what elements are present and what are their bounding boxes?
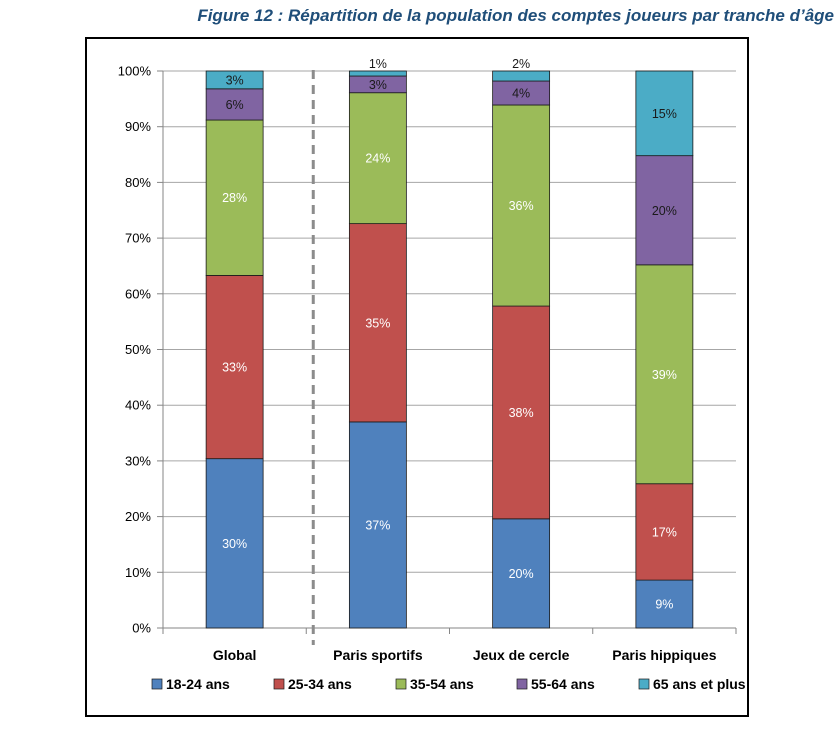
category-label: Global xyxy=(213,647,257,663)
bar-segment xyxy=(635,264,694,485)
legend-swatch xyxy=(516,678,528,690)
y-tick-label: 100% xyxy=(118,64,152,79)
y-tick-label: 50% xyxy=(125,342,151,357)
data-label: 38% xyxy=(509,406,534,420)
y-tick-label: 30% xyxy=(125,453,151,468)
bar-segment xyxy=(492,104,551,307)
data-label: 1% xyxy=(369,57,387,71)
bar-segment xyxy=(635,155,694,266)
category-label: Jeux de cercle xyxy=(473,647,570,663)
data-label: 24% xyxy=(365,152,390,166)
bar-segment xyxy=(348,92,407,225)
legend-label: 65 ans et plus xyxy=(653,676,746,692)
legend-swatch xyxy=(151,678,163,690)
y-tick-label: 40% xyxy=(125,398,151,413)
y-tick-label: 90% xyxy=(125,119,151,134)
bar-segment xyxy=(348,223,407,423)
bar-segment xyxy=(205,119,264,276)
legend-label: 35-54 ans xyxy=(410,676,474,692)
chart-frame xyxy=(85,37,749,717)
legend-swatch xyxy=(638,678,650,690)
legend-label: 25-34 ans xyxy=(288,676,352,692)
figure-title: Figure 12 : Répartition de la population… xyxy=(197,6,834,25)
data-label: 20% xyxy=(652,204,677,218)
data-label: 37% xyxy=(365,518,390,532)
data-label: 2% xyxy=(512,57,530,71)
data-label: 17% xyxy=(652,525,677,539)
bar-segment xyxy=(205,275,264,460)
data-label: 4% xyxy=(512,87,530,101)
legend-label: 55-64 ans xyxy=(531,676,595,692)
bar-segment xyxy=(635,579,694,629)
legend-swatch xyxy=(395,678,407,690)
data-label: 36% xyxy=(509,199,534,213)
bar-segment xyxy=(205,458,264,629)
bar-segment xyxy=(492,70,551,82)
bar-segment xyxy=(348,70,407,77)
data-label: 33% xyxy=(222,361,247,375)
bar-segment xyxy=(348,421,407,629)
data-label: 39% xyxy=(652,368,677,382)
legend-swatch xyxy=(273,678,285,690)
data-label: 3% xyxy=(226,73,244,87)
bar-segment xyxy=(205,88,264,121)
bar-segment xyxy=(205,70,264,90)
y-tick-label: 0% xyxy=(132,621,151,636)
bar-segment xyxy=(492,305,551,520)
data-label: 6% xyxy=(226,98,244,112)
y-tick-label: 70% xyxy=(125,231,151,246)
data-label: 15% xyxy=(652,107,677,121)
legend-label: 18-24 ans xyxy=(166,676,230,692)
category-label: Paris hippiques xyxy=(612,647,716,663)
y-tick-label: 60% xyxy=(125,286,151,301)
data-label: 30% xyxy=(222,537,247,551)
category-label: Paris sportifs xyxy=(333,647,423,663)
y-tick-label: 20% xyxy=(125,509,151,524)
bar-segment xyxy=(635,70,694,157)
data-label: 3% xyxy=(369,78,387,92)
y-tick-label: 80% xyxy=(125,175,151,190)
y-tick-label: 10% xyxy=(125,565,151,580)
data-label: 35% xyxy=(365,316,390,330)
data-label: 28% xyxy=(222,191,247,205)
data-label: 9% xyxy=(655,598,673,612)
bar-segment xyxy=(635,483,694,581)
data-label: 20% xyxy=(509,567,534,581)
